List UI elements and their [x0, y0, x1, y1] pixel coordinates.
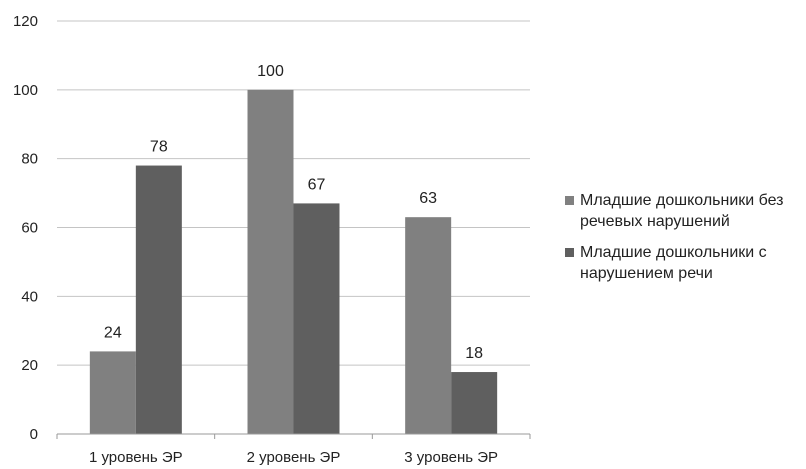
- bar-series-1: [89, 351, 136, 434]
- legend-swatch-series-2: [565, 248, 574, 257]
- x-tick-label: 1 уровень ЭР: [89, 449, 183, 466]
- y-tick-label: 80: [21, 151, 38, 168]
- data-label: 67: [308, 176, 326, 193]
- y-tick-label: 100: [13, 82, 38, 99]
- legend-label-series-2: Младшие дошкольники с нарушением речи: [580, 244, 767, 282]
- data-label: 63: [419, 190, 437, 207]
- y-tick-label: 120: [13, 13, 38, 30]
- x-axis-ticks: 1 уровень ЭР 2 уровень ЭР 3 уровень ЭР: [56, 434, 531, 466]
- x-tick-label: 3 уровень ЭР: [404, 449, 498, 466]
- data-labels: 24 78 100 67 63 18: [104, 63, 483, 362]
- y-tick-label: 20: [21, 357, 38, 374]
- y-tick-label: 0: [30, 426, 38, 443]
- bar-series-2: [451, 372, 498, 434]
- y-tick-label: 40: [21, 288, 38, 305]
- y-tick-label: 60: [21, 220, 38, 237]
- bars: [89, 89, 498, 435]
- bar-series-2: [135, 165, 182, 435]
- data-label: 18: [465, 345, 483, 362]
- data-label: 78: [150, 139, 168, 156]
- data-label: 100: [257, 63, 284, 80]
- legend-item-series-2: Младшие дошкольники с нарушением речи: [565, 242, 805, 284]
- x-tick-label: 2 уровень ЭР: [247, 449, 341, 466]
- y-axis-ticks: 0 20 40 60 80 100 120: [13, 13, 38, 443]
- legend-item-series-1: Младшие дошкольники без речевых нарушени…: [565, 190, 805, 232]
- bar-series-1: [405, 217, 452, 434]
- legend: Младшие дошкольники без речевых нарушени…: [565, 190, 805, 294]
- bar-series-1: [247, 89, 294, 434]
- legend-label-series-1: Младшие дошкольники без речевых нарушени…: [580, 192, 784, 230]
- legend-swatch-series-1: [565, 196, 574, 205]
- data-label: 24: [104, 324, 122, 341]
- bar-series-2: [293, 203, 340, 434]
